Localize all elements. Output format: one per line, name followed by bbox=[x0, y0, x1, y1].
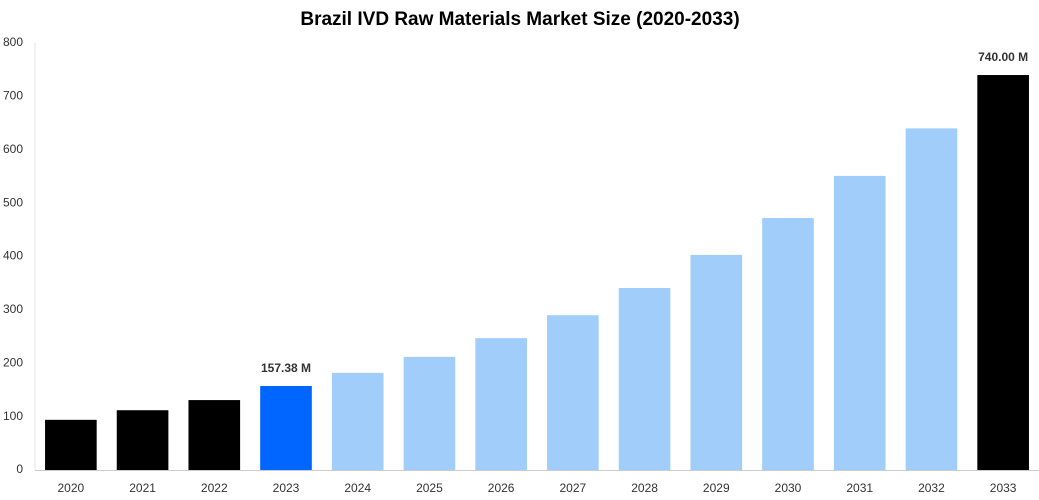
value-label: 740.00 M bbox=[978, 50, 1028, 64]
bar bbox=[977, 75, 1029, 471]
x-tick-label: 2029 bbox=[703, 481, 730, 495]
bar bbox=[547, 315, 599, 470]
bar bbox=[45, 419, 97, 470]
bar bbox=[475, 338, 527, 470]
x-tick-label: 2020 bbox=[58, 481, 85, 495]
value-label: 157.38 M bbox=[261, 361, 311, 375]
x-tick-label: 2024 bbox=[344, 481, 371, 495]
x-tick-label: 2026 bbox=[488, 481, 515, 495]
bar bbox=[762, 218, 814, 470]
bar bbox=[618, 287, 671, 470]
x-tick-label: 2027 bbox=[560, 481, 587, 495]
bar bbox=[188, 400, 241, 470]
bar bbox=[905, 128, 958, 470]
y-tick-label: 600 bbox=[3, 142, 23, 156]
y-tick-label: 500 bbox=[3, 195, 23, 209]
x-tick-label: 2022 bbox=[201, 481, 228, 495]
bar bbox=[116, 410, 169, 470]
bar bbox=[331, 372, 384, 470]
x-tick-label: 2031 bbox=[846, 481, 873, 495]
chart-title: Brazil IVD Raw Materials Market Size (20… bbox=[300, 9, 739, 30]
y-tick-label: 200 bbox=[3, 355, 23, 369]
bar bbox=[690, 254, 743, 470]
bar bbox=[260, 385, 312, 470]
y-tick-label: 300 bbox=[3, 302, 23, 316]
y-tick-label: 800 bbox=[3, 35, 23, 49]
y-tick-label: 0 bbox=[16, 462, 23, 476]
x-tick-label: 2030 bbox=[775, 481, 802, 495]
y-tick-label: 400 bbox=[3, 249, 23, 263]
x-tick-label: 2023 bbox=[273, 481, 300, 495]
x-tick-label: 2025 bbox=[416, 481, 443, 495]
x-tick-label: 2028 bbox=[631, 481, 658, 495]
y-tick-label: 100 bbox=[3, 409, 23, 423]
x-tick-label: 2033 bbox=[990, 481, 1017, 495]
x-tick-label: 2021 bbox=[129, 481, 156, 495]
bar bbox=[833, 175, 886, 470]
x-tick-label: 2032 bbox=[918, 481, 945, 495]
y-tick-label: 700 bbox=[3, 89, 23, 103]
bar bbox=[403, 356, 456, 470]
